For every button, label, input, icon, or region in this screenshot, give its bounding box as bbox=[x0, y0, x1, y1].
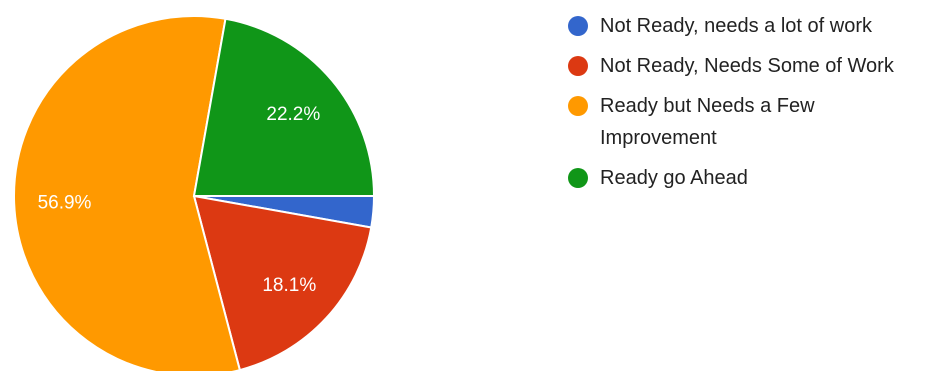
legend-item-3[interactable]: Ready but Needs a Few Improvement bbox=[568, 90, 934, 154]
legend-item-2[interactable]: Not Ready, Needs Some of Work bbox=[568, 50, 934, 82]
pie-chart: 18.1% 56.9% 22.2% bbox=[13, 15, 376, 371]
legend-swatch-3 bbox=[568, 96, 588, 116]
pie-slice-label-2: 18.1% bbox=[262, 275, 316, 296]
pie-slice-label-3: 56.9% bbox=[38, 192, 92, 213]
legend: Not Ready, needs a lot of work Not Ready,… bbox=[568, 10, 934, 202]
legend-swatch-1 bbox=[568, 16, 588, 36]
legend-label-4: Ready go Ahead bbox=[600, 167, 748, 189]
pie-slice-2[interactable] bbox=[192, 194, 373, 371]
pie-slice-4[interactable] bbox=[192, 17, 376, 197]
pie-slice-3[interactable] bbox=[13, 15, 242, 371]
legend-label-3: Ready but Needs a Few Improvement bbox=[600, 95, 815, 149]
legend-label-1: Not Ready, needs a lot of work bbox=[600, 15, 872, 37]
legend-swatch-2 bbox=[568, 56, 588, 76]
legend-item-1[interactable]: Not Ready, needs a lot of work bbox=[568, 10, 934, 42]
legend-item-4[interactable]: Ready go Ahead bbox=[568, 162, 934, 194]
pie-slice-label-4: 22.2% bbox=[266, 104, 320, 125]
legend-label-2: Not Ready, Needs Some of Work bbox=[600, 55, 894, 77]
legend-swatch-4 bbox=[568, 168, 588, 188]
